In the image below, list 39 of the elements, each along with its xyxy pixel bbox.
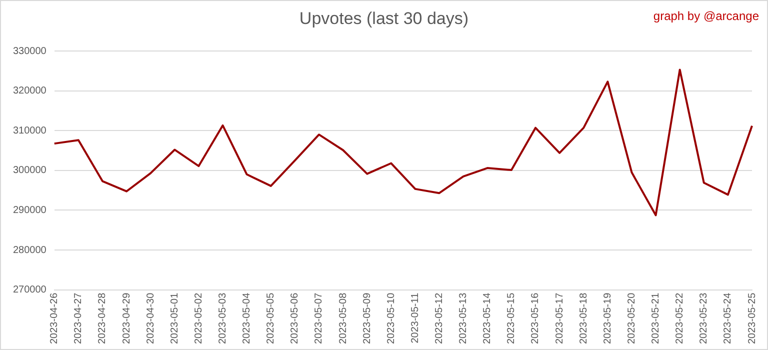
y-tick-label: 330000 [12,46,47,57]
x-tick-label: 2023-05-07 [314,292,325,344]
y-tick-label: 280000 [12,244,47,256]
x-tick-label: 2023-05-17 [554,292,566,344]
x-tick-label: 2023-05-08 [338,292,349,344]
x-tick-label: 2023-04-30 [145,292,156,344]
x-tick-label: 2023-05-10 [386,292,397,344]
x-tick-label: 2023-05-02 [193,292,204,344]
x-tick-label: 2023-05-18 [578,292,590,344]
x-tick-label: 2023-05-20 [626,292,638,344]
x-tick-label: 2023-04-29 [121,292,132,344]
text: graph by @arcange [653,9,759,23]
x-tick-label: 2023-05-14 [482,292,494,344]
x-tick-label: 2023-05-23 [698,292,710,344]
x-tick-label: 2023-05-15 [506,292,518,344]
x-tick-label: 2023-05-22 [674,292,686,344]
y-tick-label: 300000 [12,165,47,176]
x-tick-label: 2023-05-01 [169,292,180,344]
x-tick-label: 2023-05-24 [722,292,734,344]
y-tick-label: 310000 [12,125,47,136]
y-tick-label: 270000 [12,284,47,296]
x-tick-label: 2023-05-04 [242,292,253,344]
x-tick-label: 2023-04-27 [73,292,84,344]
x-tick-label: 2023-04-26 [49,292,60,344]
y-tick-label: 320000 [12,86,47,97]
chart-title: Upvotes (last 30 days) [299,9,469,28]
x-tick-label: 2023-05-25 [746,292,758,344]
x-tick-label: 2023-05-03 [218,292,229,344]
x-tick-label: 2023-05-19 [602,292,614,344]
x-tick-label: 2023-04-28 [97,292,108,344]
x-tick-label: 2023-05-09 [362,292,373,344]
x-tick-label: 2023-05-06 [290,292,301,344]
x-tick-label: 2023-05-13 [458,292,470,344]
x-tick-label: 2023-05-21 [650,292,662,344]
x-tick-label: 2023-05-16 [530,292,542,344]
x-tick-label: 2023-05-12 [434,292,446,344]
x-tick-label: 2023-05-05 [266,292,277,344]
y-tick-label: 290000 [12,204,47,216]
x-tick-label: 2023-05-11 [410,292,421,344]
